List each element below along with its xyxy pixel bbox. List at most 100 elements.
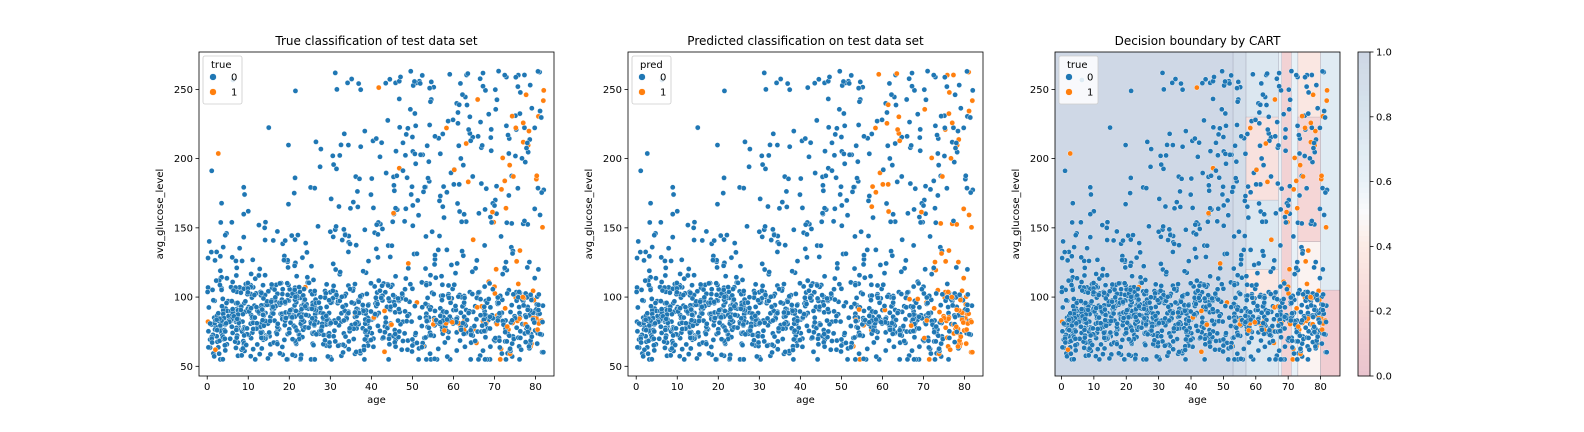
point-class-0 bbox=[439, 281, 446, 288]
point-class-0 bbox=[258, 335, 265, 341]
point-class-0 bbox=[724, 232, 730, 238]
point-class-0 bbox=[846, 151, 853, 158]
point-class-0 bbox=[396, 306, 402, 312]
point-class-0 bbox=[706, 280, 712, 287]
point-class-0 bbox=[1093, 271, 1099, 277]
point-class-0 bbox=[1271, 257, 1278, 264]
point-class-1 bbox=[1264, 179, 1271, 185]
point-class-0 bbox=[850, 184, 857, 190]
point-class-0 bbox=[350, 199, 357, 205]
point-class-1 bbox=[1302, 258, 1309, 265]
point-class-0 bbox=[658, 219, 664, 226]
point-class-0 bbox=[1207, 343, 1213, 350]
point-class-0 bbox=[1193, 301, 1199, 307]
point-class-0 bbox=[1188, 175, 1195, 182]
point-class-0 bbox=[841, 151, 847, 157]
point-class-0 bbox=[1059, 255, 1065, 261]
point-class-0 bbox=[667, 352, 674, 359]
point-class-1 bbox=[498, 186, 505, 193]
point-class-0 bbox=[1232, 295, 1239, 301]
point-class-0 bbox=[1230, 265, 1237, 272]
point-class-0 bbox=[645, 350, 651, 357]
point-class-0 bbox=[917, 126, 924, 133]
point-class-0 bbox=[256, 266, 263, 272]
point-class-0 bbox=[223, 320, 229, 327]
point-class-0 bbox=[904, 356, 911, 363]
point-class-0 bbox=[260, 295, 267, 302]
point-class-0 bbox=[651, 232, 658, 238]
point-class-0 bbox=[1275, 322, 1282, 329]
point-class-0 bbox=[467, 137, 474, 144]
point-class-0 bbox=[716, 307, 722, 314]
point-class-0 bbox=[1259, 248, 1266, 254]
point-class-0 bbox=[713, 280, 720, 287]
point-class-0 bbox=[485, 111, 492, 117]
point-class-0 bbox=[806, 154, 812, 160]
point-class-0 bbox=[459, 248, 465, 254]
legend-marker-0 bbox=[1065, 73, 1073, 81]
point-class-0 bbox=[487, 134, 494, 141]
point-class-0 bbox=[789, 307, 796, 314]
point-class-0 bbox=[910, 242, 917, 249]
point-class-0 bbox=[1171, 286, 1177, 292]
point-class-1 bbox=[960, 275, 967, 281]
point-class-0 bbox=[220, 244, 227, 250]
point-class-0 bbox=[781, 309, 787, 316]
point-class-0 bbox=[782, 349, 788, 355]
point-class-0 bbox=[1283, 219, 1289, 226]
point-class-1 bbox=[497, 356, 504, 363]
point-class-0 bbox=[1133, 254, 1140, 261]
point-class-0 bbox=[722, 327, 729, 334]
point-class-0 bbox=[496, 337, 503, 344]
point-class-0 bbox=[1212, 346, 1218, 353]
point-class-0 bbox=[527, 82, 533, 88]
point-class-0 bbox=[495, 68, 502, 74]
point-class-0 bbox=[325, 353, 331, 360]
point-class-0 bbox=[1192, 135, 1198, 142]
point-class-0 bbox=[838, 336, 845, 343]
point-class-0 bbox=[1097, 320, 1104, 327]
point-class-0 bbox=[440, 183, 447, 190]
point-class-0 bbox=[1319, 68, 1326, 75]
point-class-0 bbox=[635, 238, 642, 245]
point-class-0 bbox=[1268, 173, 1274, 180]
point-class-0 bbox=[697, 298, 704, 305]
point-class-0 bbox=[687, 289, 694, 296]
point-class-0 bbox=[480, 70, 486, 76]
point-class-0 bbox=[409, 348, 415, 355]
point-class-0 bbox=[781, 320, 788, 327]
point-class-0 bbox=[926, 344, 932, 351]
point-class-0 bbox=[323, 313, 330, 319]
point-class-0 bbox=[1246, 339, 1252, 346]
point-class-0 bbox=[1078, 298, 1084, 304]
point-class-0 bbox=[337, 269, 343, 275]
point-class-0 bbox=[1114, 341, 1120, 347]
point-class-0 bbox=[1291, 271, 1298, 277]
point-class-0 bbox=[810, 348, 817, 355]
point-class-0 bbox=[210, 297, 217, 304]
point-class-0 bbox=[827, 346, 834, 353]
point-class-0 bbox=[694, 355, 700, 362]
point-class-0 bbox=[504, 338, 510, 345]
point-class-0 bbox=[407, 68, 414, 75]
point-class-0 bbox=[826, 74, 833, 80]
point-class-0 bbox=[1152, 281, 1159, 288]
point-class-0 bbox=[714, 201, 721, 207]
point-class-0 bbox=[245, 208, 252, 215]
point-class-0 bbox=[256, 272, 262, 279]
point-class-0 bbox=[762, 223, 768, 230]
point-class-0 bbox=[1087, 184, 1094, 191]
point-class-0 bbox=[1305, 356, 1311, 363]
point-class-0 bbox=[1244, 203, 1251, 210]
point-class-0 bbox=[1171, 241, 1177, 247]
point-class-0 bbox=[902, 316, 909, 323]
point-class-0 bbox=[322, 337, 328, 344]
point-class-0 bbox=[508, 302, 515, 308]
point-class-0 bbox=[462, 343, 468, 350]
point-class-0 bbox=[374, 301, 381, 307]
point-class-0 bbox=[752, 281, 759, 288]
point-class-0 bbox=[361, 356, 368, 363]
x-tick-label: 0 bbox=[204, 382, 210, 393]
point-class-0 bbox=[1185, 258, 1192, 264]
point-class-0 bbox=[1264, 126, 1271, 133]
